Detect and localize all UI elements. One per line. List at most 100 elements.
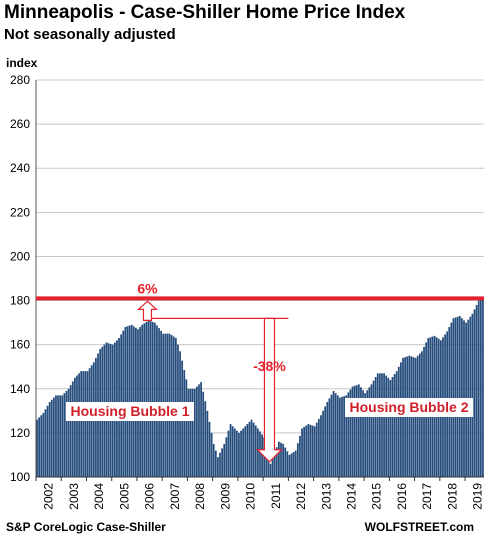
bar: [299, 435, 301, 477]
bar: [61, 395, 64, 477]
bar: [307, 424, 310, 477]
bar: [452, 318, 455, 477]
bar: [189, 388, 192, 477]
bar: [244, 426, 247, 477]
up-arrow: [136, 300, 159, 322]
bar: [360, 387, 362, 477]
bar: [36, 419, 38, 477]
bar: [461, 318, 463, 477]
bar: [240, 430, 242, 477]
bar: [282, 443, 284, 477]
bubble-2-label: Housing Bubble 2: [350, 399, 469, 415]
bar: [48, 402, 51, 477]
bar: [156, 325, 158, 477]
bar: [292, 452, 295, 477]
bar: [364, 393, 367, 477]
bar: [469, 316, 472, 477]
x-tick-label: 2009: [218, 483, 232, 510]
bar: [153, 322, 156, 477]
bar: [273, 452, 276, 477]
bar: [296, 443, 299, 477]
bar: [238, 432, 240, 477]
bar: [76, 375, 78, 477]
bubble-2-label-box: [345, 398, 473, 417]
bar: [145, 321, 148, 477]
grid-lines: [36, 79, 484, 434]
bar: [130, 324, 133, 477]
x-tick-label: 2012: [294, 483, 308, 510]
bar: [458, 315, 461, 477]
y-axis-label: index: [6, 56, 38, 70]
bar: [233, 428, 236, 477]
bubble-1-label: Housing Bubble 1: [71, 403, 190, 419]
bar: [385, 375, 388, 477]
annotations: 6% -38% Housing Bubble 1 Housing Bubble 2: [36, 280, 484, 463]
bar: [204, 401, 207, 477]
bar: [294, 450, 297, 477]
bar: [187, 388, 190, 477]
bubble-1-label-box: [66, 402, 194, 421]
bar: [320, 415, 322, 477]
bar: [412, 357, 415, 477]
x-tick-label: 2013: [319, 483, 333, 510]
bar: [275, 447, 278, 477]
bar: [191, 388, 194, 477]
bar: [341, 396, 343, 477]
bar: [330, 394, 333, 477]
bar: [372, 380, 375, 477]
bar: [383, 373, 385, 477]
y-tick-label: 160: [10, 338, 30, 352]
bar: [214, 450, 217, 477]
bar: [290, 453, 293, 477]
bar: [50, 399, 53, 477]
x-tick-labels: 2002 2003 2004 2005 2006 2007 2008 2009 2010 2011…: [42, 483, 484, 510]
bar: [376, 373, 379, 477]
bar: [193, 388, 196, 477]
bar: [71, 381, 74, 477]
y-tick-label: 180: [10, 294, 30, 308]
bar: [336, 395, 339, 477]
bar: [65, 390, 68, 477]
bar: [246, 424, 249, 477]
bar: [259, 431, 261, 477]
bar: [381, 373, 383, 477]
bar: [78, 373, 80, 477]
bar: [248, 421, 251, 477]
bar: [313, 426, 316, 477]
bar: [227, 430, 230, 477]
bar: [479, 299, 482, 477]
bar: [305, 425, 308, 477]
x-tick-label: 2006: [143, 483, 157, 510]
bar: [328, 398, 331, 477]
bar: [393, 374, 396, 477]
bar: [55, 395, 57, 477]
bar: [301, 428, 303, 477]
bar: [402, 357, 404, 477]
x-tick-label: 2002: [42, 483, 56, 510]
bar: [357, 384, 360, 477]
bar: [221, 448, 223, 477]
bar: [475, 304, 478, 477]
bar: [482, 298, 484, 477]
bar: [82, 371, 85, 477]
bar: [223, 443, 226, 477]
x-tick-label: 2003: [67, 483, 81, 510]
bar: [339, 397, 341, 477]
bar: [389, 379, 392, 477]
bar: [59, 395, 62, 477]
bar: [46, 405, 49, 477]
bar: [86, 371, 89, 477]
bar: [219, 452, 221, 477]
bar: [456, 316, 459, 477]
bar: [242, 428, 245, 477]
bar: [38, 417, 41, 477]
x-tick-label: 2017: [420, 483, 434, 510]
bar: [212, 443, 215, 477]
bar: [322, 410, 324, 477]
bar: [229, 424, 232, 477]
bar: [278, 441, 280, 477]
bar: [351, 386, 354, 477]
bar: [225, 437, 228, 477]
bar: [349, 389, 352, 477]
